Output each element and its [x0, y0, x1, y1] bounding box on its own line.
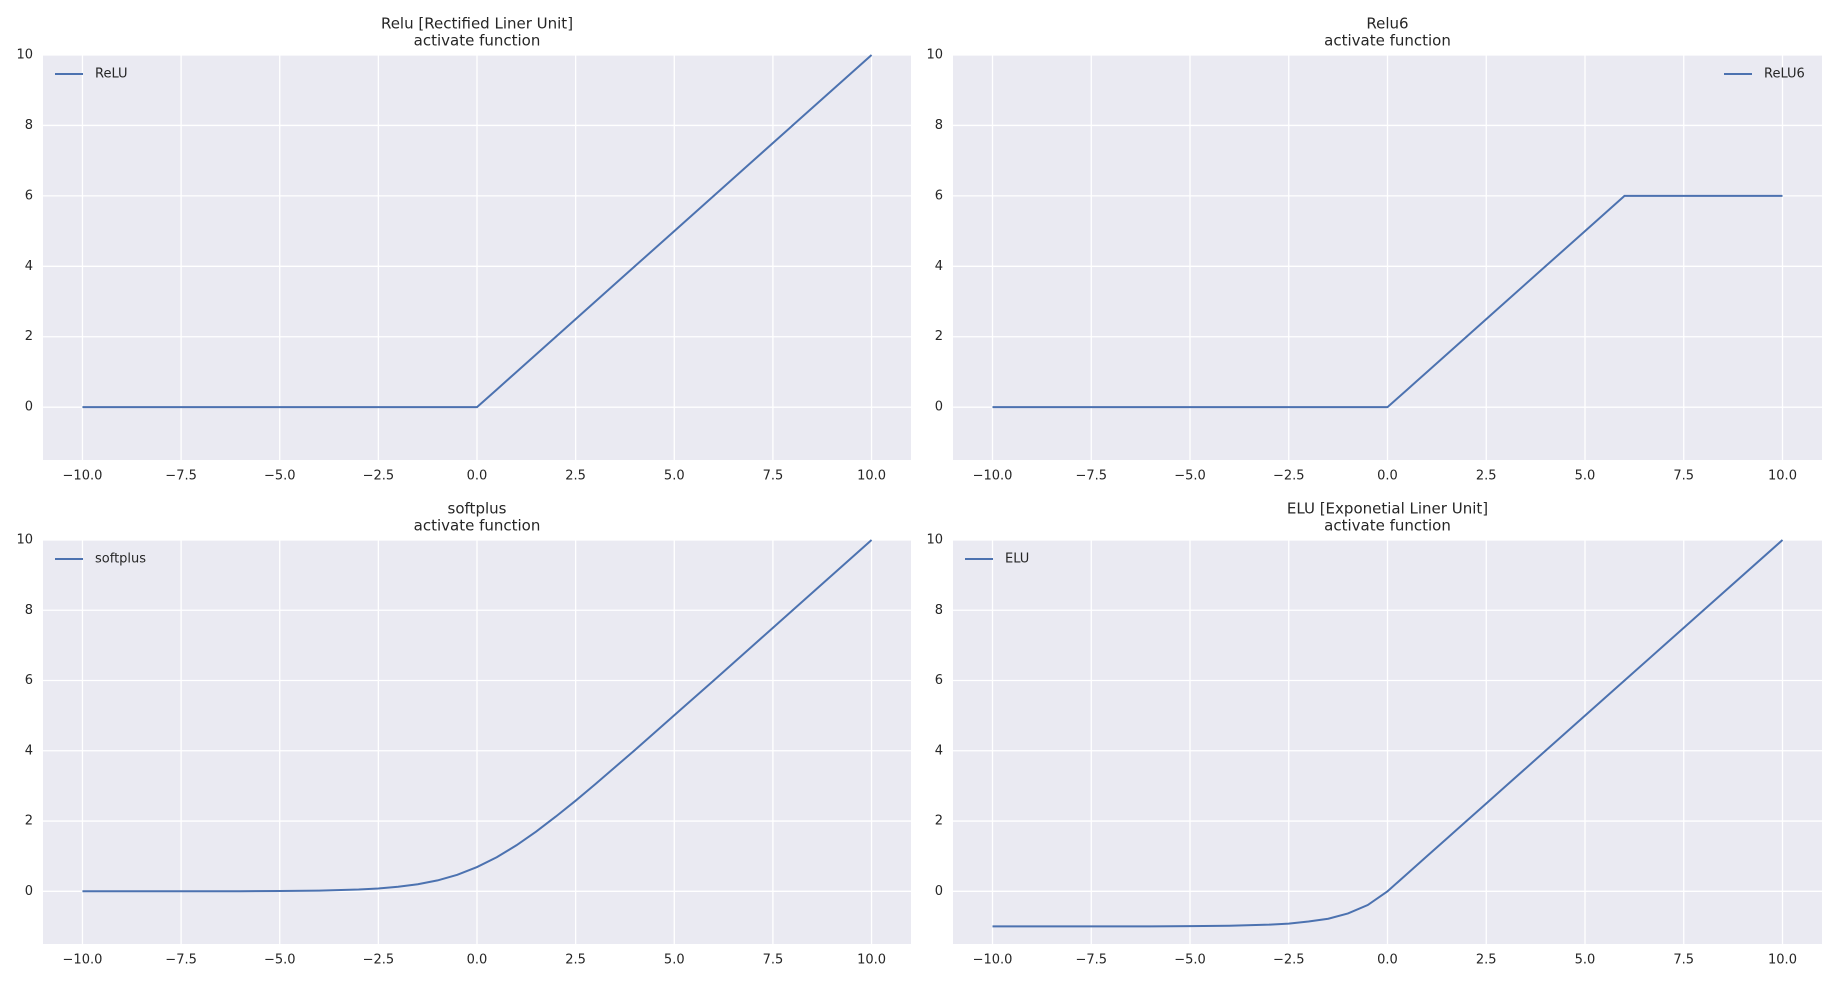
x-tick-label: 2.5 [565, 953, 586, 968]
x-tick-label: −10.0 [63, 953, 103, 968]
y-tick-label: 4 [25, 743, 33, 758]
x-tick-label: −10.0 [973, 469, 1013, 484]
x-tick-label: −10.0 [63, 469, 103, 484]
y-tick-label: 0 [25, 884, 33, 899]
chart-subtitle: activate function [414, 517, 541, 535]
x-tick-label: 7.5 [763, 469, 784, 484]
y-tick-label: 8 [935, 118, 943, 133]
x-tick-label: 10.0 [1768, 953, 1797, 968]
x-tick-label: 10.0 [857, 953, 886, 968]
y-tick-label: 6 [935, 188, 943, 203]
x-tick-label: 0.0 [1377, 953, 1398, 968]
y-tick-label: 10 [16, 48, 33, 63]
line [992, 194, 1783, 409]
y-tick-label: 8 [935, 603, 943, 618]
x-tick-label: −2.5 [363, 469, 395, 484]
x-tick-label: 0.0 [1377, 469, 1398, 484]
y-tick-label: 2 [25, 329, 33, 344]
y-tick-label: 4 [935, 259, 943, 274]
x-tick-label: 5.0 [1575, 953, 1596, 968]
y-tick-label: 6 [25, 673, 33, 688]
y-tick-label: 2 [935, 329, 943, 344]
y-tick-label: 4 [25, 259, 33, 274]
chart-title: Relu [Rectified Liner Unit] [381, 15, 573, 33]
y-tick-label: 6 [935, 673, 943, 688]
x-tick-label: 10.0 [857, 469, 886, 484]
x-tick-label: 0.0 [467, 953, 488, 968]
chart-subtitle: activate function [1324, 517, 1451, 535]
x-tick-label: −2.5 [1273, 469, 1305, 484]
y-tick-label: 8 [25, 118, 33, 133]
x-tick-label: 2.5 [1476, 469, 1497, 484]
x-tick-label: 2.5 [565, 469, 586, 484]
x-tick-label: 10.0 [1768, 469, 1797, 484]
x-tick-label: −5.0 [264, 469, 296, 484]
y-tick-label: 10 [926, 533, 943, 548]
x-tick-label: −5.0 [1174, 953, 1206, 968]
chart-subtitle: activate function [1324, 32, 1451, 50]
x-tick-label: −7.5 [165, 953, 197, 968]
chart-subtitle: activate function [414, 32, 541, 50]
line [992, 539, 1784, 928]
x-tick-label: 7.5 [1673, 953, 1694, 968]
x-tick-label: −2.5 [363, 953, 395, 968]
y-tick-label: 4 [935, 743, 943, 758]
x-tick-label: −10.0 [973, 953, 1013, 968]
legend-label: softplus [95, 552, 146, 567]
x-tick-label: 2.5 [1476, 953, 1497, 968]
x-tick-label: 5.0 [1575, 469, 1596, 484]
x-tick-label: −5.0 [1174, 469, 1206, 484]
y-tick-label: 0 [935, 400, 943, 415]
line [82, 539, 873, 893]
y-tick-label: 8 [25, 603, 33, 618]
x-tick-label: 0.0 [467, 469, 488, 484]
y-tick-label: 6 [25, 188, 33, 203]
y-tick-label: 2 [25, 814, 33, 829]
x-tick-label: −7.5 [165, 469, 197, 484]
y-tick-label: 0 [935, 884, 943, 899]
x-tick-label: 7.5 [763, 953, 784, 968]
legend-label: ReLU6 [1764, 67, 1805, 82]
y-tick-label: 2 [935, 814, 943, 829]
x-tick-label: 5.0 [664, 953, 685, 968]
y-tick-label: 0 [25, 400, 33, 415]
x-tick-label: −7.5 [1075, 469, 1107, 484]
y-tick-label: 10 [926, 48, 943, 63]
chart-title: softplus [448, 500, 507, 518]
chart-title: ELU [Exponetial Liner Unit] [1287, 500, 1488, 518]
line [82, 54, 873, 409]
x-tick-label: −2.5 [1273, 953, 1305, 968]
x-tick-label: 5.0 [664, 469, 685, 484]
y-tick-label: 10 [16, 533, 33, 548]
chart-title: Relu6 [1366, 15, 1408, 33]
legend-label: ReLU [95, 67, 128, 82]
x-tick-label: 7.5 [1673, 469, 1694, 484]
x-tick-label: −5.0 [264, 953, 296, 968]
x-tick-label: −7.5 [1075, 953, 1107, 968]
legend-label: ELU [1005, 552, 1029, 567]
